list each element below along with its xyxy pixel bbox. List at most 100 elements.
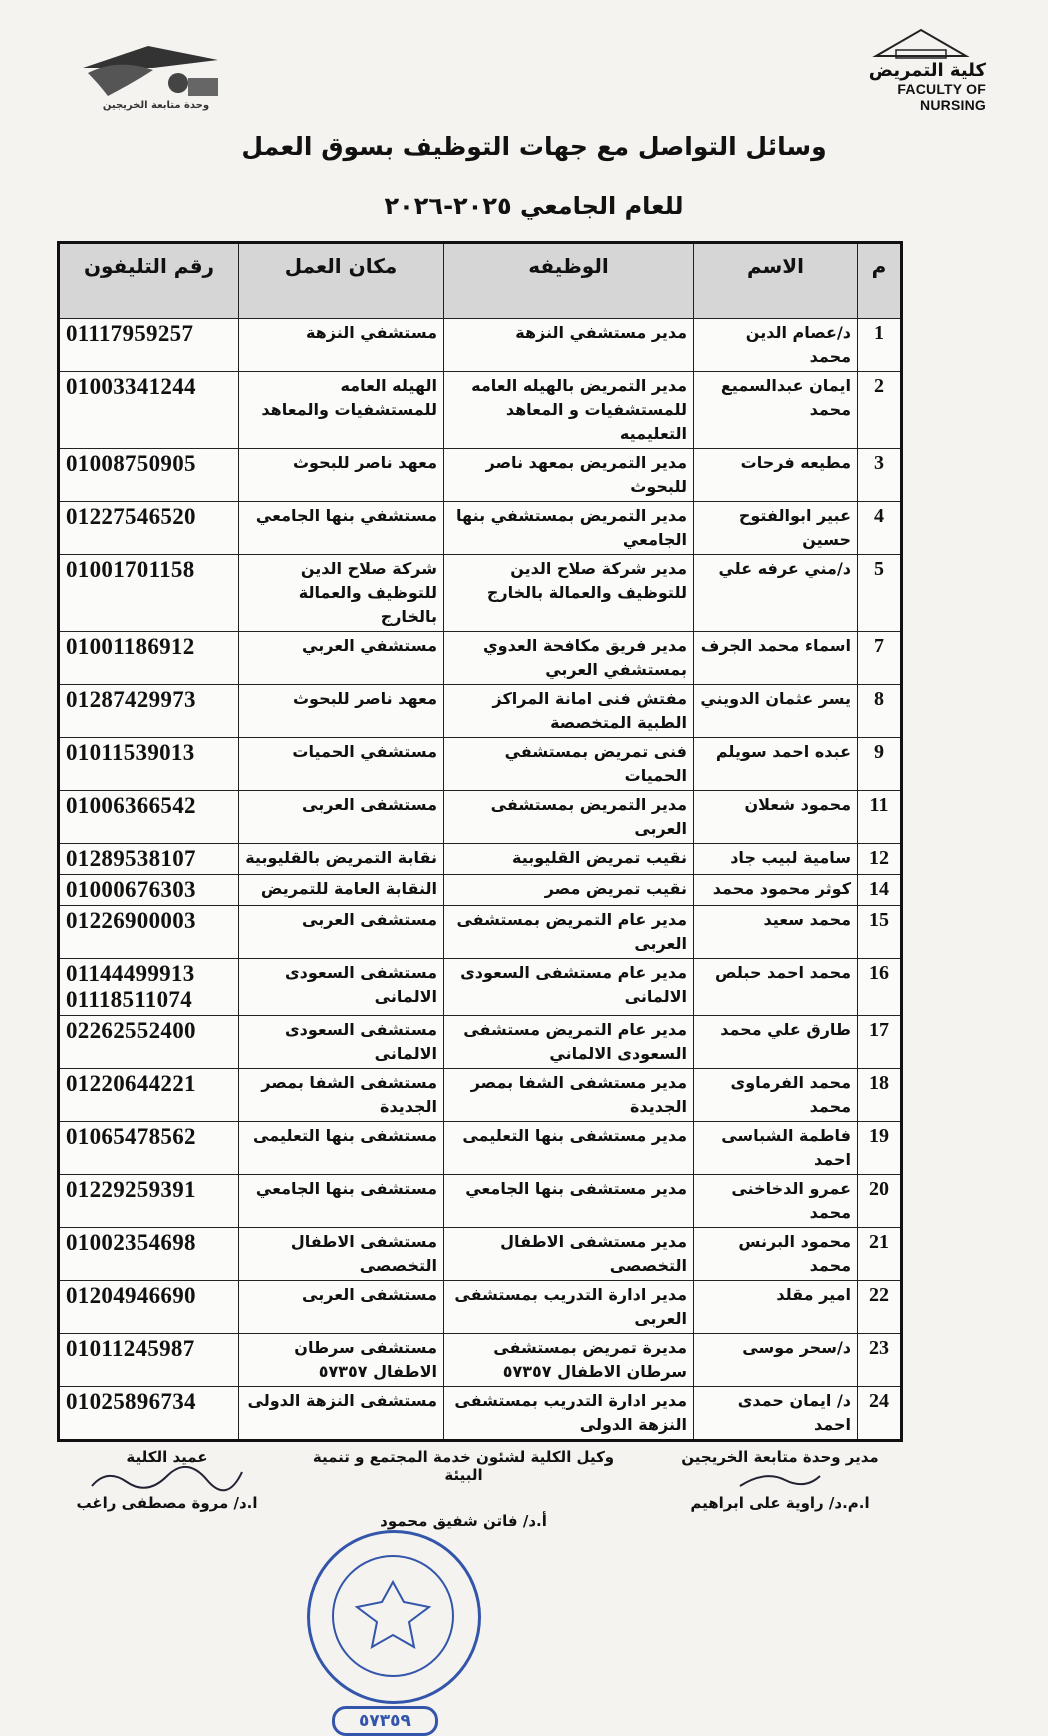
handwritten-signature [660,1466,900,1494]
phone-number: 01289538107 [58,843,239,875]
job-title: مدير التمريض بمستشفي بنها الجامعي [443,501,694,555]
table-row: 15 محمد سعيد مدير عام التمريض بمستشفى العر… [58,905,902,959]
table-row: 14 كوثر محمود محمد نقيب تمريض مصر النقابة ا… [58,874,902,906]
phone-number: 01144499913 01118511074 [58,958,239,1016]
job-title: فنى تمريض بمستشفي الحميات [443,737,694,791]
person-name: عبده احمد سويلم [693,737,858,791]
row-number: 23 [857,1333,902,1387]
phone-number: 01011539013 [58,737,239,791]
logo-english-text: FACULTY OF NURSING [897,81,986,113]
job-title: مدير عام التمريض بمستشفى العربى [443,905,694,959]
column-header-name: الاسم [693,242,858,319]
job-title: مدير مستشفى بنها الجامعي [443,1174,694,1228]
table-header-row: م الاسم الوظيفه مكان العمل رقم التليفون [58,242,902,319]
job-title: مدير عام مستشفى السعودى الالمانى [443,958,694,1016]
job-title: مدير مستشفى الشفا بمصر الجديدة [443,1068,694,1122]
person-name: محمد الفرماوى محمد [693,1068,858,1122]
signature-dean: عميد الكلية ا.د/ مروة مصطفى راغب [67,1448,267,1530]
table-row: 8 يسر عثمان الدويني مفتش فنى امانة المراكز… [58,684,902,738]
job-title: مدير عام التمريض مستشفى السعودى الالماني [443,1015,694,1069]
phone-number: 01220644221 [58,1068,239,1122]
job-title: مدير مستشفى بنها التعليمى [443,1121,694,1175]
phone-number: 01117959257 [58,318,239,372]
column-header-workplace: مكان العمل [238,242,444,319]
row-number: 18 [857,1068,902,1122]
person-name: د/ ايمان حمدى احمد [693,1386,858,1441]
workplace: مستشفى الاطفال التخصصى [238,1227,444,1281]
person-name: اسماء محمد الجرف [693,631,858,685]
table-row: 11 محمود شعلان مدير التمريض بمستشفى العربى… [58,790,902,844]
person-name: امير مقلد [693,1280,858,1334]
job-title: مديرة تمريض بمستشفى سرطان الاطفال ٥٧٣٥٧ [443,1333,694,1387]
workplace: مستشفي العربي [238,631,444,685]
person-name: محمود شعلان [693,790,858,844]
table-row: 12 سامية لبيب جاد نقيب تمريض القليوبية نقاب… [58,843,902,875]
table-row: 24 د/ ايمان حمدى احمد مدير ادارة التدريب ب… [58,1386,902,1441]
signature-role: مدير وحدة متابعة الخريجين [681,1448,879,1466]
table-row: 2 ايمان عبدالسميع محمد مدير التمريض بالهيل… [58,371,902,449]
logo-caption: وحدة متابعة الخريجين [102,100,210,111]
signature-name: ا.م.د/ راوية على ابراهيم [690,1494,870,1512]
phone-number: 01002354698 [58,1227,239,1281]
row-number: 16 [857,958,902,1016]
row-number: 14 [857,874,902,906]
row-number: 19 [857,1121,902,1175]
person-name: محمد احمد حبلص [693,958,858,1016]
workplace: مستشفى السعودى الالمانى [238,1015,444,1069]
row-number: 15 [857,905,902,959]
person-name: محمود البرنس محمد [693,1227,858,1281]
stamp-serial: ٥٧٣٥٩ [332,1706,438,1736]
person-name: د/سحر موسى [693,1333,858,1387]
table-row: 9 عبده احمد سويلم فنى تمريض بمستشفي الحميا… [58,737,902,791]
workplace: مستشفى سرطان الاطفال ٥٧٣٥٧ [238,1333,444,1387]
table-row: 4 عبير ابوالفتوح حسين مدير التمريض بمستشفي… [58,501,902,555]
phone-number: 01001701158 [58,554,239,632]
phone-number: 01011245987 [58,1333,239,1387]
phone-number: 01204946690 [58,1280,239,1334]
job-title: مدير مستشفي النزهة [443,318,694,372]
column-header-job: الوظيفه [443,242,694,319]
workplace: مستشفي بنها الجامعي [238,501,444,555]
page-subtitle: للعام الجامعي ٢٠٢٥-٢٠٢٦ [384,192,684,220]
row-number: 24 [857,1386,902,1441]
table-row: 23 د/سحر موسى مديرة تمريض بمستشفى سرطان ال… [58,1333,902,1387]
phone-number: 01001186912 [58,631,239,685]
signature-spacer [299,1484,629,1512]
workplace: مستشفى السعودى الالمانى [238,958,444,1016]
person-name: عمرو الدخاخنى محمد [693,1174,858,1228]
workplace: مستشفى العربى [238,790,444,844]
university-stamp [307,1530,481,1704]
workplace: مستشفى النزهة الدولى [238,1386,444,1441]
person-name: فاطمة الشباسى احمد [693,1121,858,1175]
workplace: مستشفى العربى [238,905,444,959]
phone-number: 01065478562 [58,1121,239,1175]
table-row: 5 د/مني عرفه علي مدير شركة صلاح الدين للتو… [58,554,902,632]
person-name: يسر عثمان الدويني [693,684,858,738]
workplace: مستشفى بنها الجامعي [238,1174,444,1228]
signature-graduates-unit: مدير وحدة متابعة الخريجين ا.م.د/ راوية ع… [660,1448,900,1530]
row-number: 5 [857,554,902,632]
page-title: وسائل التواصل مع جهات التوظيف بسوق العمل [241,132,827,161]
eagle-emblem-icon [332,1555,454,1677]
phone-number: 01003341244 [58,371,239,449]
signature-name: ا.د/ مروة مصطفى راغب [76,1494,258,1512]
document-body: م الاسم الوظيفه مكان العمل رقم التليفون … [57,241,903,1736]
job-title: مدير ادارة التدريب بمستشفى النزهة الدولى [443,1386,694,1441]
row-number: 1 [857,318,902,372]
workplace: مستشفي الحميات [238,737,444,791]
column-header-phone: رقم التليفون [58,242,239,319]
job-title: نقيب تمريض القليوبية [443,843,694,875]
table-row: 3 مطيعه فرحات مدير التمريض بمعهد ناصر للبح… [58,448,902,502]
person-name: طارق علي محمد [693,1015,858,1069]
handwritten-signature [67,1466,267,1494]
table-row: 20 عمرو الدخاخنى محمد مدير مستشفى بنها الج… [58,1174,902,1228]
person-name: كوثر محمود محمد [693,874,858,906]
table-row: 7 اسماء محمد الجرف مدير فريق مكافحة العدوي… [58,631,902,685]
faculty-of-nursing-logo: كلية التمريض FACULTY OF NURSING [836,26,986,113]
phone-number: 01000676303 [58,874,239,906]
job-title: نقيب تمريض مصر [443,874,694,906]
row-number: 3 [857,448,902,502]
workplace: مستشفى الشفا بمصر الجديدة [238,1068,444,1122]
workplace: معهد ناصر للبحوث [238,684,444,738]
row-number: 20 [857,1174,902,1228]
